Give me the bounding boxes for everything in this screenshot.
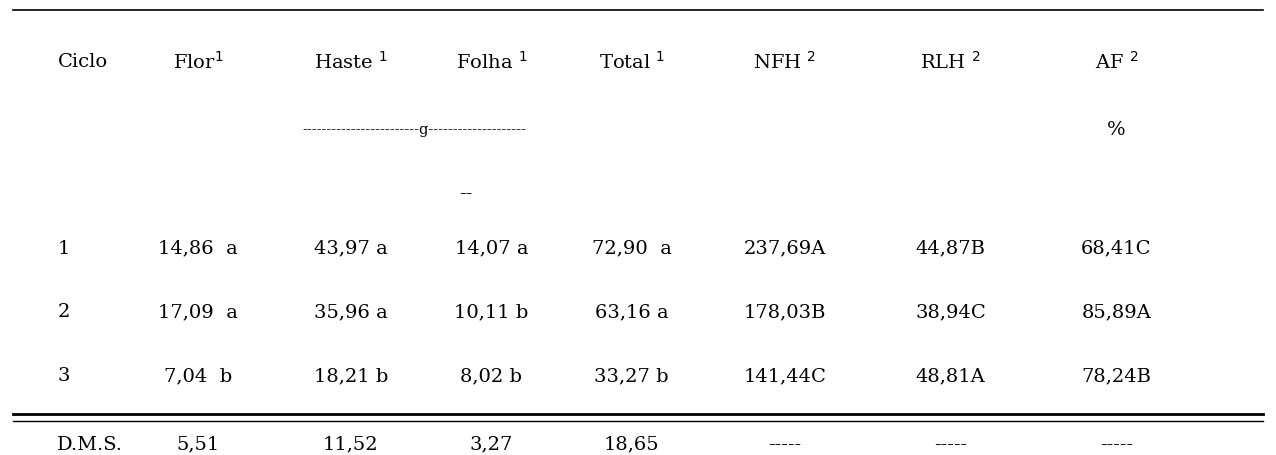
- Text: 8,02 b: 8,02 b: [461, 366, 522, 384]
- Text: 14,07 a: 14,07 a: [454, 239, 528, 257]
- Text: -----: -----: [1100, 435, 1133, 453]
- Text: -----: -----: [768, 435, 801, 453]
- Text: RLH $^2$: RLH $^2$: [920, 51, 981, 72]
- Text: ------------------------g--------------------: ------------------------g---------------…: [302, 123, 527, 136]
- Text: 141,44C: 141,44C: [744, 366, 826, 384]
- Text: 3,27: 3,27: [470, 435, 513, 453]
- Text: %: %: [1108, 121, 1125, 139]
- Text: Flor$^1$: Flor$^1$: [172, 51, 223, 72]
- Text: 3: 3: [57, 366, 70, 384]
- Text: 178,03B: 178,03B: [744, 303, 826, 321]
- Text: 43,97 a: 43,97 a: [314, 239, 388, 257]
- Text: 33,27 b: 33,27 b: [595, 366, 669, 384]
- Text: 18,21 b: 18,21 b: [314, 366, 388, 384]
- Text: 48,81A: 48,81A: [916, 366, 985, 384]
- Text: D.M.S.: D.M.S.: [57, 435, 124, 453]
- Text: NFH $^2$: NFH $^2$: [753, 51, 817, 72]
- Text: 237,69A: 237,69A: [744, 239, 826, 257]
- Text: 38,94C: 38,94C: [915, 303, 986, 321]
- Text: AF $^2$: AF $^2$: [1095, 51, 1138, 72]
- Text: 11,52: 11,52: [323, 435, 379, 453]
- Text: 68,41C: 68,41C: [1081, 239, 1152, 257]
- Text: 17,09  a: 17,09 a: [158, 303, 237, 321]
- Text: -----: -----: [934, 435, 967, 453]
- Text: 10,11 b: 10,11 b: [454, 303, 528, 321]
- Text: 35,96 a: 35,96 a: [314, 303, 388, 321]
- Text: Ciclo: Ciclo: [57, 52, 107, 71]
- Text: 5,51: 5,51: [176, 435, 219, 453]
- Text: 72,90  a: 72,90 a: [592, 239, 671, 257]
- Text: 7,04  b: 7,04 b: [163, 366, 232, 384]
- Text: Folha $^1$: Folha $^1$: [456, 51, 527, 72]
- Text: 14,86  a: 14,86 a: [158, 239, 237, 257]
- Text: 18,65: 18,65: [604, 435, 660, 453]
- Text: 2: 2: [57, 303, 70, 321]
- Text: 44,87B: 44,87B: [916, 239, 985, 257]
- Text: 63,16 a: 63,16 a: [595, 303, 669, 321]
- Text: 78,24B: 78,24B: [1082, 366, 1151, 384]
- Text: --: --: [459, 184, 472, 202]
- Text: Total $^1$: Total $^1$: [598, 51, 665, 72]
- Text: Haste $^1$: Haste $^1$: [314, 51, 388, 72]
- Text: 85,89A: 85,89A: [1082, 303, 1151, 321]
- Text: 1: 1: [57, 239, 70, 257]
